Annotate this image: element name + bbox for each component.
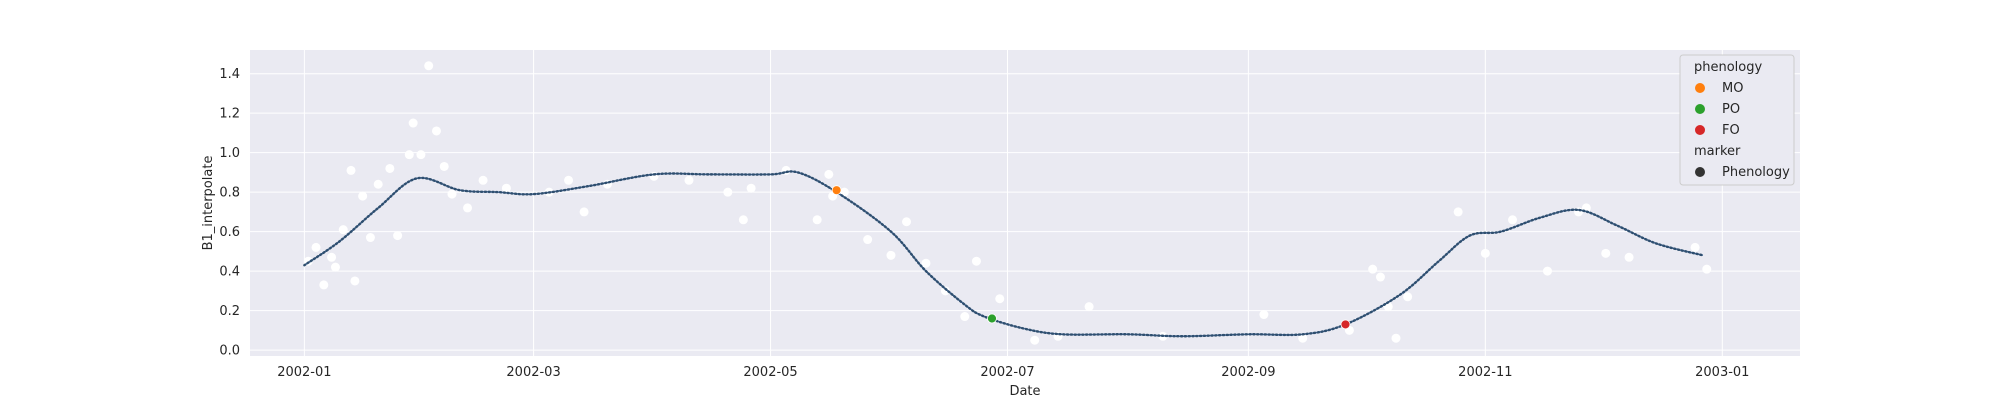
raw-data-point [1542,266,1552,276]
y-tick-label: 1.2 [219,107,240,122]
legend-title-phenology: phenology [1694,60,1762,75]
raw-data-point [1601,248,1611,258]
phenology-point-mo [831,185,842,196]
x-axis-label: Date [1009,384,1040,399]
raw-data-point [824,169,834,179]
x-tick-label: 2002-07 [980,365,1034,380]
raw-data-point [1030,335,1040,345]
raw-data-point [1702,264,1712,274]
interpolated-line-layer [303,170,1705,338]
x-tick-label: 2002-01 [277,365,331,380]
phenology-point-fo [1340,319,1351,330]
raw-data-point [995,294,1005,304]
legend-marker-fo [1695,125,1705,135]
y-tick-label: 1.4 [219,67,240,82]
raw-data-point [373,179,383,189]
raw-data-point [684,175,694,185]
raw-data-point [350,276,360,286]
x-tick-label: 2002-05 [743,365,797,380]
legend-marker-phenology [1695,167,1705,177]
raw-data-point [385,163,395,173]
raw-data-point [338,225,348,235]
y-axis-label: B1_interpolate [201,156,216,251]
raw-data-point [365,233,375,243]
raw-data-point [319,280,329,290]
y-tick-label: 0.0 [219,344,240,359]
y-tick-label: 0.6 [219,225,240,240]
raw-data-point [579,207,589,217]
raw-data-point [746,183,756,193]
raw-data-point [408,118,418,128]
raw-data-point [311,242,321,252]
raw-data-point [564,175,574,185]
legend: phenology MO PO FO marker Phenology [1679,54,1795,186]
legend-box [1679,54,1795,186]
raw-points-layer [303,61,1712,345]
phenology-points-layer [831,185,1351,330]
raw-data-point [738,215,748,225]
plot-background [250,50,1800,356]
legend-marker-mo [1695,83,1705,93]
x-tick-label: 2002-09 [1221,365,1275,380]
y-tick-label: 0.8 [219,186,240,201]
x-tick-label: 2003-01 [1695,365,1749,380]
raw-data-point [1403,292,1413,302]
raw-data-point [447,189,457,199]
legend-label-mo: MO [1722,81,1743,96]
raw-data-point [478,175,488,185]
raw-data-point [1453,207,1463,217]
raw-data-point [1391,333,1401,343]
raw-data-point [463,203,473,213]
y-tick-label: 1.0 [219,146,240,161]
legend-title-marker: marker [1694,144,1741,159]
y-tick-labels: 0.0 0.2 0.4 0.6 0.8 1.0 1.2 1.4 [219,67,240,358]
x-tick-labels: 2002-01 2002-03 2002-05 2002-07 2002-09 2002-… [277,365,1749,380]
raw-data-point [1084,302,1094,312]
raw-data-point [416,150,426,160]
raw-data-point [886,250,896,260]
legend-label-phenology: Phenology [1722,165,1790,180]
raw-data-point [424,61,434,71]
raw-data-point [404,150,414,160]
raw-data-point [431,126,441,136]
interpolated-line-dots [303,170,1705,338]
raw-data-point [439,161,449,171]
raw-data-point [393,231,403,241]
raw-data-point [723,187,733,197]
x-tick-label: 2002-03 [506,365,560,380]
raw-data-point [1624,252,1634,262]
raw-data-point [327,252,337,262]
raw-data-point [812,215,822,225]
y-tick-label: 0.4 [219,265,240,280]
raw-data-point [1375,272,1385,282]
legend-marker-po [1695,104,1705,114]
raw-data-point [346,165,356,175]
raw-data-point [1690,242,1700,252]
legend-label-po: PO [1722,102,1740,117]
raw-data-point [921,258,931,268]
y-tick-label: 0.2 [219,304,240,319]
raw-data-point [902,217,912,227]
grid-layer [250,50,1800,356]
raw-data-point [1298,333,1308,343]
raw-data-point [960,312,970,322]
raw-data-point [863,235,873,245]
phenology-point-po [987,313,997,324]
raw-data-point [1259,310,1269,320]
raw-data-point [330,262,340,272]
raw-data-point [1508,215,1518,225]
raw-data-point [1480,248,1490,258]
x-tick-label: 2002-11 [1458,365,1512,380]
raw-data-point [971,256,981,266]
legend-label-fo: FO [1722,123,1740,138]
raw-data-point [358,191,368,201]
raw-data-point [940,286,950,296]
raw-data-point [501,183,511,193]
raw-data-point [1368,264,1378,274]
